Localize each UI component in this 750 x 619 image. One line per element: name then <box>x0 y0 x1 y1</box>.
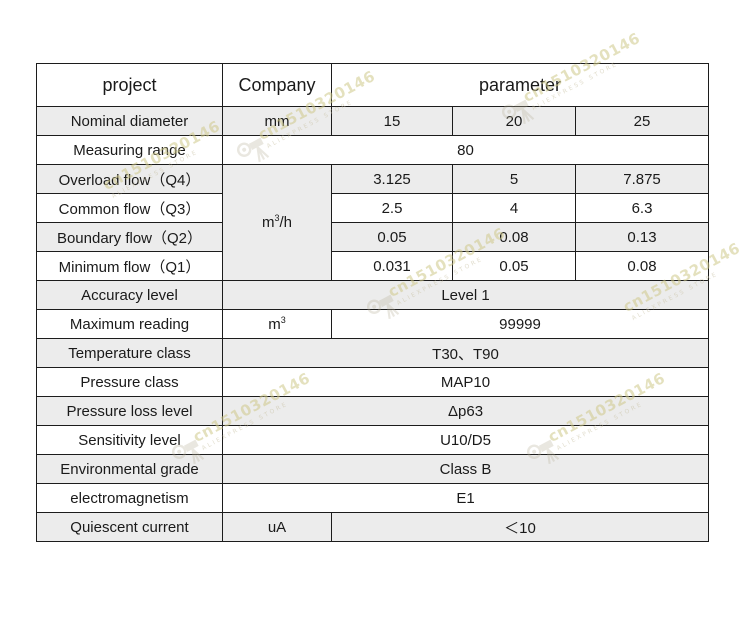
value-pressure-loss-level: Δp63 <box>221 396 710 426</box>
table-row: Sensitivity level U10/D5 <box>36 425 710 455</box>
spec-table-container: project Company parameter Nominal diamet… <box>36 63 710 542</box>
unit-tail: /h <box>279 214 293 231</box>
value-accuracy-level: Level 1 <box>221 280 710 310</box>
value-size-15: 15 <box>331 106 453 136</box>
table-row: electromagnetism E1 <box>36 483 710 513</box>
value-overload-20: 5 <box>452 164 576 194</box>
row-label-nominal-diameter: Nominal diameter <box>36 106 223 136</box>
value-sensitivity-level: U10/D5 <box>221 425 710 455</box>
value-measuring-range: 80 <box>221 135 710 165</box>
header-company: Company <box>222 63 332 107</box>
table-row: Boundary flow（Q2） 0.05 0.08 0.13 <box>36 222 710 252</box>
header-project: project <box>36 63 223 107</box>
row-label-accuracy-level: Accuracy level <box>36 280 223 310</box>
specification-table: project Company parameter Nominal diamet… <box>36 63 710 542</box>
value-pressure-class: MAP10 <box>221 367 710 397</box>
value-minimum-25: 0.08 <box>574 251 710 281</box>
unit-m3-per-h: m3/h <box>222 164 332 281</box>
row-label-overload-flow: Overload flow（Q4） <box>36 164 223 194</box>
row-label-pressure-class: Pressure class <box>36 367 223 397</box>
row-label-pressure-loss-level: Pressure loss level <box>36 396 223 426</box>
header-parameter: parameter <box>330 63 710 107</box>
value-common-15: 2.5 <box>331 193 453 223</box>
value-boundary-25: 0.13 <box>574 222 710 252</box>
unit-base: m <box>268 315 281 333</box>
value-maximum-reading: 99999 <box>330 309 710 339</box>
row-label-temperature-class: Temperature class <box>36 338 223 368</box>
unit-mm: mm <box>222 106 332 136</box>
value-minimum-20: 0.05 <box>452 251 576 281</box>
value-temperature-class: T30、T90 <box>221 338 710 368</box>
row-label-electromagnetism: electromagnetism <box>36 483 223 513</box>
unit-m3: m3 <box>222 309 332 339</box>
value-boundary-20: 0.08 <box>452 222 576 252</box>
table-header-row: project Company parameter <box>36 63 710 107</box>
value-overload-15: 3.125 <box>331 164 453 194</box>
table-row: Common flow（Q3） 2.5 4 6.3 <box>36 193 710 223</box>
row-label-quiescent-current: Quiescent current <box>36 512 223 542</box>
value-electromagnetism: E1 <box>221 483 710 513</box>
value-environmental-grade: Class B <box>221 454 710 484</box>
table-row: Pressure loss level Δp63 <box>36 396 710 426</box>
value-overload-25: 7.875 <box>574 164 710 194</box>
table-row: Accuracy level Level 1 <box>36 280 710 310</box>
unit-ua: uA <box>222 512 332 542</box>
value-size-20: 20 <box>452 106 576 136</box>
value-common-20: 4 <box>452 193 576 223</box>
row-label-measuring-range: Measuring range <box>36 135 223 165</box>
value-minimum-15: 0.031 <box>331 251 453 281</box>
table-row: Maximum reading m3 99999 <box>36 309 710 339</box>
row-label-common-flow: Common flow（Q3） <box>36 193 223 223</box>
table-row: Overload flow（Q4） m3/h 3.125 5 7.875 <box>36 164 710 281</box>
value-common-25: 6.3 <box>574 193 710 223</box>
table-row: Pressure class MAP10 <box>36 367 710 397</box>
unit-exponent: 3 <box>280 314 286 325</box>
row-label-maximum-reading: Maximum reading <box>36 309 223 339</box>
table-row: Temperature class T30、T90 <box>36 338 710 368</box>
value-boundary-15: 0.05 <box>331 222 453 252</box>
unit-exponent: 3 <box>274 213 280 223</box>
table-row: Environmental grade Class B <box>36 454 710 484</box>
value-size-25: 25 <box>574 106 710 136</box>
row-label-environmental-grade: Environmental grade <box>36 454 223 484</box>
unit-base: m <box>261 214 275 231</box>
table-row: Minimum flow（Q1） 0.031 0.05 0.08 <box>36 251 710 281</box>
value-quiescent-current: ＜10 <box>330 512 710 542</box>
row-label-boundary-flow: Boundary flow（Q2） <box>36 222 223 252</box>
row-label-minimum-flow: Minimum flow（Q1） <box>36 251 223 281</box>
row-label-sensitivity-level: Sensitivity level <box>36 425 223 455</box>
table-row: Nominal diameter mm 15 20 25 <box>36 106 710 136</box>
table-row: Quiescent current uA ＜10 <box>36 512 710 542</box>
table-row: Measuring range 80 <box>36 135 710 165</box>
